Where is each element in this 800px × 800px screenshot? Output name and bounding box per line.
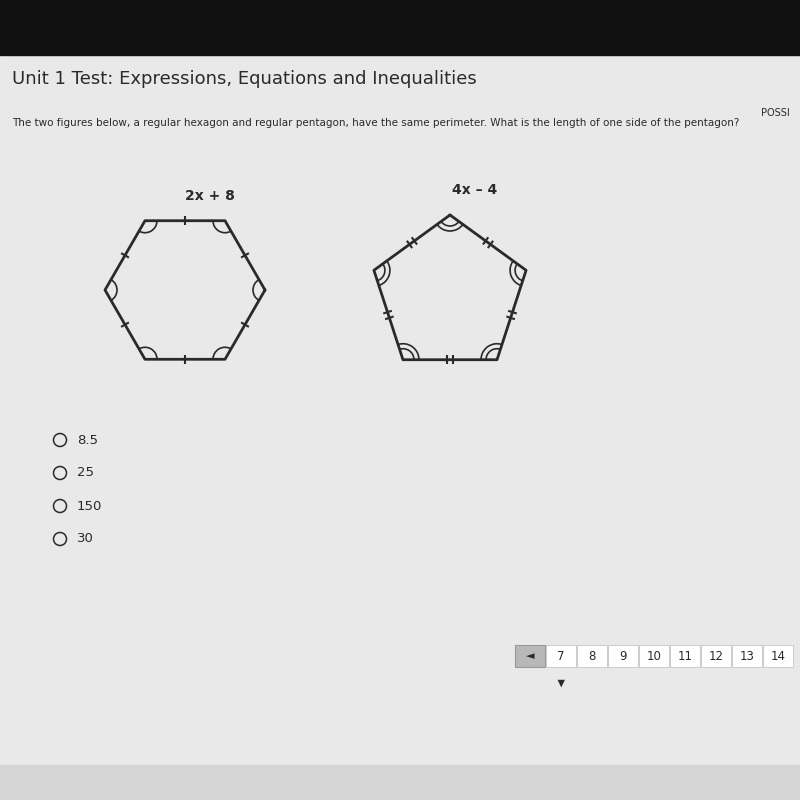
Bar	[577, 645, 607, 667]
Bar	[670, 645, 700, 667]
Text: ◄: ◄	[526, 651, 534, 661]
Text: 11: 11	[678, 650, 693, 662]
Text: 10: 10	[646, 650, 662, 662]
Text: 13: 13	[739, 650, 754, 662]
Bar	[0, 0, 800, 55]
Text: Unit 1 Test: Expressions, Equations and Inequalities: Unit 1 Test: Expressions, Equations and …	[12, 70, 477, 88]
Text: 9: 9	[619, 650, 626, 662]
Bar	[546, 645, 576, 667]
Text: 7: 7	[558, 650, 565, 662]
Text: 14: 14	[770, 650, 786, 662]
Bar	[515, 645, 545, 667]
Text: 30: 30	[77, 533, 94, 546]
Text: 8: 8	[588, 650, 596, 662]
Bar	[608, 645, 638, 667]
Bar	[701, 645, 731, 667]
Text: ▲: ▲	[558, 677, 565, 687]
Text: POSSI: POSSI	[762, 108, 790, 118]
Bar	[0, 765, 800, 800]
Circle shape	[54, 499, 66, 513]
Text: 2x + 8: 2x + 8	[185, 189, 235, 202]
Bar	[639, 645, 669, 667]
Text: 25: 25	[77, 466, 94, 479]
Circle shape	[54, 466, 66, 479]
Text: 12: 12	[709, 650, 723, 662]
Text: 150: 150	[77, 499, 102, 513]
Circle shape	[54, 533, 66, 546]
Text: 4x – 4: 4x – 4	[452, 183, 498, 197]
Bar	[732, 645, 762, 667]
Circle shape	[54, 434, 66, 446]
Text: 8.5: 8.5	[77, 434, 98, 446]
Text: The two figures below, a regular hexagon and regular pentagon, have the same per: The two figures below, a regular hexagon…	[12, 118, 739, 128]
Bar	[763, 645, 793, 667]
